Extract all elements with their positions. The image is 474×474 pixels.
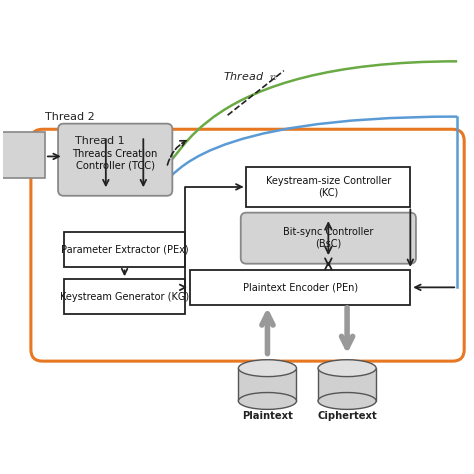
Text: Keystream Generator (KG): Keystream Generator (KG): [60, 292, 189, 302]
Bar: [64, 279, 185, 314]
Text: Plaintext Encoder (PEn): Plaintext Encoder (PEn): [243, 283, 358, 292]
FancyBboxPatch shape: [58, 124, 173, 196]
Text: Plaintext: Plaintext: [242, 411, 293, 421]
Text: Keystream-size Controller
(KC): Keystream-size Controller (KC): [266, 176, 391, 198]
FancyBboxPatch shape: [241, 213, 416, 264]
Text: Thread 2: Thread 2: [45, 112, 95, 122]
Text: Threads Creation
Controller (TCC): Threads Creation Controller (TCC): [73, 149, 158, 171]
Ellipse shape: [238, 392, 297, 410]
Text: Thread  $n$: Thread $n$: [223, 71, 277, 82]
Text: Parameter Extractor (PEx): Parameter Extractor (PEx): [61, 245, 188, 255]
Bar: [0, 132, 45, 178]
Bar: [238, 368, 297, 401]
Bar: [318, 368, 376, 401]
Text: Ciphertext: Ciphertext: [317, 411, 377, 421]
Text: Thread 1: Thread 1: [75, 136, 125, 146]
Ellipse shape: [238, 360, 297, 377]
Bar: [190, 270, 410, 305]
Text: Bit-sync Controller
(BsC): Bit-sync Controller (BsC): [283, 228, 374, 249]
Ellipse shape: [318, 392, 376, 410]
Bar: [246, 167, 410, 207]
Ellipse shape: [318, 360, 376, 377]
Bar: [64, 232, 185, 267]
